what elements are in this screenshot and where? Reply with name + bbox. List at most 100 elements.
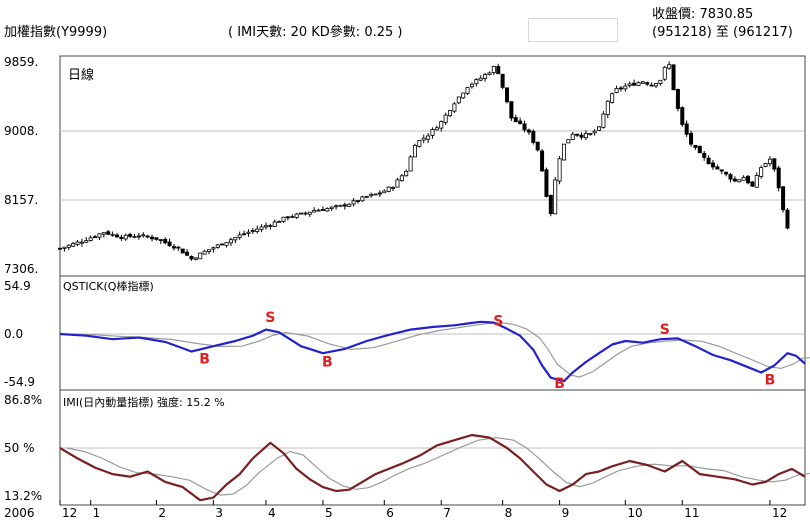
candle-body (386, 186, 391, 192)
candle-body (338, 204, 343, 207)
candle-body (106, 231, 111, 235)
blank-input-box (528, 18, 618, 42)
candle-body (307, 211, 312, 215)
candle-body (785, 209, 790, 229)
candle-body (645, 82, 650, 85)
candle-body (233, 236, 238, 241)
candle-body (88, 237, 93, 241)
candle-body (404, 171, 409, 177)
date-range-label: (951218) 至 (961217) (652, 25, 793, 40)
candle-body (443, 114, 448, 123)
x-tick-label: 11 (684, 506, 699, 520)
candle-body (553, 179, 558, 215)
candle-body (75, 241, 80, 245)
candle-body (408, 156, 413, 172)
candle-body (566, 139, 571, 144)
candle-body (750, 181, 755, 187)
candle-body (325, 208, 330, 212)
candle-body (369, 193, 374, 197)
candle-body (728, 174, 733, 180)
panel-label-price: 日線 (68, 67, 94, 83)
candle-body (540, 150, 545, 172)
candle-body (456, 96, 461, 104)
candle-body (715, 166, 720, 170)
candle-body (215, 244, 220, 248)
candle-body (636, 82, 641, 86)
candle-body (483, 74, 488, 79)
candle-body (601, 113, 606, 128)
candle-body (62, 246, 67, 249)
candle-body (382, 190, 387, 194)
x-tick-label: 12 (772, 506, 787, 520)
candle-body (303, 212, 308, 215)
candle-body (732, 178, 737, 182)
candle-body (544, 169, 549, 197)
close-price-label: 收盤價: 7830.85 (652, 7, 754, 22)
candle-body (334, 205, 339, 208)
candle-body (206, 249, 211, 252)
candle-body (342, 204, 347, 207)
candle-body (746, 175, 751, 184)
panel-label-qstick: QSTICK(Q棒指標) (63, 279, 154, 293)
candle-body (583, 133, 588, 139)
candle-body (263, 225, 268, 228)
candle-body (531, 130, 536, 143)
imi-line (59, 433, 806, 502)
candle-body (597, 126, 602, 131)
candle-body (579, 134, 584, 138)
candle-body (430, 129, 435, 136)
candle-body (776, 167, 781, 189)
candle-body (167, 241, 172, 247)
sell-signal-label: S (265, 310, 275, 326)
buy-signal-label: B (554, 376, 565, 392)
candle-body (561, 143, 566, 161)
candle-body (671, 64, 676, 91)
candle-body (136, 235, 141, 238)
candle-body (171, 246, 176, 249)
candle-body (649, 84, 654, 87)
buy-signal-label: B (199, 352, 210, 368)
buy-signal-label: B (322, 354, 333, 370)
candle-body (500, 73, 505, 88)
candle-body (640, 81, 645, 84)
candle-body (417, 140, 422, 147)
candle-body (614, 88, 619, 93)
candle-body (255, 228, 260, 232)
candle-body (198, 252, 203, 260)
candle-body (268, 225, 273, 227)
candle-body (237, 234, 242, 238)
candle-body (373, 193, 378, 196)
candle-body (509, 101, 514, 119)
candle-body (469, 83, 474, 88)
candle-body (610, 93, 615, 103)
candle-body (632, 82, 637, 86)
candle-body (220, 243, 225, 246)
candle-body (618, 87, 623, 90)
x-tick-label: 8 (505, 506, 513, 520)
candle-body (781, 186, 786, 211)
candle-body (224, 242, 229, 246)
panel-label-imi: IMI(日內動量指標) 強度: 15.2 % (63, 395, 225, 409)
candle-body (119, 236, 124, 239)
y-tick-label: 50 % (4, 441, 35, 455)
x-tick-label: 7 (443, 506, 451, 520)
candle-body (391, 187, 396, 189)
candle-body (575, 133, 580, 136)
candle-body (763, 163, 768, 167)
candle-body (461, 92, 466, 99)
candle-body (496, 66, 501, 75)
candle-body (193, 257, 198, 260)
candle-body (627, 83, 632, 86)
candle-body (684, 123, 689, 135)
candle-body (535, 141, 540, 151)
candle-body (285, 216, 290, 219)
candle-body (474, 79, 479, 85)
candle-body (185, 251, 190, 256)
candle-body (110, 233, 115, 236)
candle-body (399, 175, 404, 182)
candle-body (518, 120, 523, 125)
candle-body (759, 167, 764, 177)
candle-body (211, 247, 216, 250)
candle-body (259, 226, 264, 230)
